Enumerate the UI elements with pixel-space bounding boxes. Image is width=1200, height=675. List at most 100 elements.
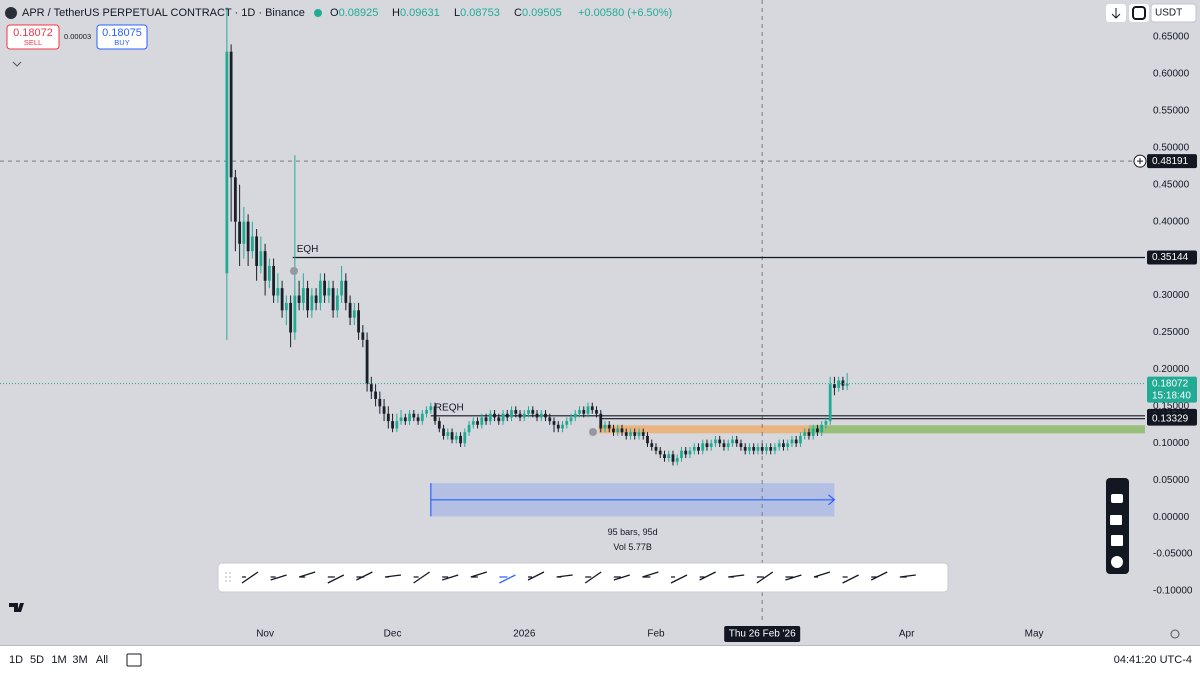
y-tick-label: 0.05000 (1153, 475, 1190, 486)
candle-body (760, 446, 764, 451)
y-tick-label: -0.05000 (1153, 549, 1193, 560)
buy-price[interactable]: 0.18075 (102, 27, 142, 39)
tool-icon[interactable] (813, 571, 831, 578)
tool-icon[interactable] (728, 574, 745, 578)
tool-icon[interactable] (556, 574, 573, 578)
ohlc-label: O (330, 7, 339, 19)
candle-body (255, 236, 259, 266)
change: +0.00580 (+6.50%) (578, 7, 672, 19)
tool-icon[interactable] (899, 574, 916, 578)
ohlc: O0.08925 H0.09631 L0.08753 C0.09505 (330, 7, 562, 19)
y-tick-label: 0.10000 (1153, 438, 1190, 449)
y-tick-label: 0.30000 (1153, 290, 1190, 301)
candle-body (437, 421, 441, 429)
last-price-box (1147, 376, 1197, 403)
last-price: 0.18072 (1152, 378, 1189, 389)
timeframe[interactable]: All (96, 654, 108, 666)
candle-body (259, 251, 263, 266)
record-button[interactable] (1110, 515, 1122, 525)
settings-button[interactable] (1111, 556, 1123, 568)
candle-body (425, 410, 428, 414)
candle-body (714, 439, 717, 444)
candle-body (335, 295, 339, 311)
currency[interactable]: USDT (1155, 8, 1182, 19)
tool-icon[interactable] (670, 574, 688, 584)
tool-icon[interactable] (442, 574, 459, 581)
y-tick-label: 0.20000 (1153, 364, 1190, 375)
tool-icon[interactable] (584, 571, 602, 584)
tool-icon[interactable] (642, 571, 659, 578)
timeframe[interactable]: 1D (9, 654, 23, 666)
candle-body (514, 410, 518, 414)
candle-body (301, 288, 305, 303)
candle-body (837, 380, 841, 388)
crosshair-date-box (724, 626, 801, 642)
clock: 04:41:20 UTC-4 (1114, 654, 1192, 666)
tool-icon[interactable] (499, 574, 516, 584)
sell-label[interactable]: SELL (24, 38, 42, 47)
candle-body (561, 424, 564, 429)
timeframe[interactable]: 3M (72, 654, 87, 666)
tool-icon[interactable] (299, 571, 316, 578)
alert-marker[interactable] (290, 267, 298, 275)
candle-body (565, 421, 569, 425)
tool-icon[interactable] (699, 571, 716, 581)
candle-body (310, 295, 314, 311)
tool-icon[interactable] (785, 574, 802, 581)
copy-button[interactable] (1111, 535, 1123, 546)
candle-body (705, 443, 709, 447)
tool-icon[interactable] (384, 574, 402, 578)
tool-icon[interactable] (756, 571, 774, 584)
symbol: APR / TetherUS PERPETUAL CONTRACT · 1D ·… (22, 7, 305, 19)
candle-body (416, 417, 420, 422)
drawing-toolbar (217, 562, 949, 593)
candle-body (229, 51, 233, 178)
candle-body (463, 432, 467, 444)
tool-icon[interactable] (470, 571, 487, 578)
currency-button[interactable] (1150, 3, 1197, 23)
candle-body (378, 398, 382, 407)
buy-label[interactable]: BUY (114, 38, 129, 47)
candle-body (450, 432, 454, 440)
candle-body (607, 424, 611, 429)
tool-icon[interactable] (413, 571, 430, 584)
sell-price[interactable]: 0.18072 (13, 27, 53, 39)
snapshot-button[interactable] (1111, 494, 1123, 503)
tool-icon[interactable] (241, 571, 259, 584)
tool-icon[interactable] (842, 574, 859, 584)
candle-body (344, 280, 348, 303)
tool-icon[interactable] (870, 571, 888, 581)
ohlc-label: C (514, 7, 522, 19)
candle-body (471, 421, 475, 425)
candle-body (765, 446, 768, 451)
tool-icon[interactable] (527, 571, 545, 581)
candle-body (786, 443, 790, 447)
ohlc-label: L (454, 7, 460, 19)
timeframe[interactable]: 1M (51, 654, 66, 666)
tool-icon[interactable] (270, 574, 287, 581)
date-range-button[interactable] (126, 653, 142, 667)
tool-icon[interactable] (327, 574, 345, 584)
ohlc-item: L0.08753 (454, 7, 500, 19)
collapse-toggle[interactable] (12, 61, 22, 67)
candle-body (790, 439, 794, 444)
ohlc-value: 0.09505 (522, 7, 562, 19)
axis-settings[interactable] (1170, 629, 1180, 639)
candle-body (539, 413, 543, 418)
y-tick-label: -0.10000 (1153, 586, 1193, 597)
candle-body (293, 295, 297, 333)
candle-body (777, 443, 781, 447)
logo (9, 603, 24, 612)
timeframe[interactable]: 5D (30, 654, 44, 666)
x-tick-label: Nov (256, 629, 274, 640)
level-price: 0.13329 (1152, 413, 1189, 424)
candle-body (692, 446, 696, 451)
layout-icon (1132, 6, 1146, 20)
sell-button[interactable] (6, 24, 60, 50)
buy-button[interactable] (96, 24, 148, 50)
tool-icon[interactable] (613, 574, 630, 581)
candle-body (267, 265, 271, 281)
tool-icon[interactable] (356, 571, 373, 581)
candle-body (408, 413, 411, 422)
alert-marker[interactable] (589, 428, 597, 436)
